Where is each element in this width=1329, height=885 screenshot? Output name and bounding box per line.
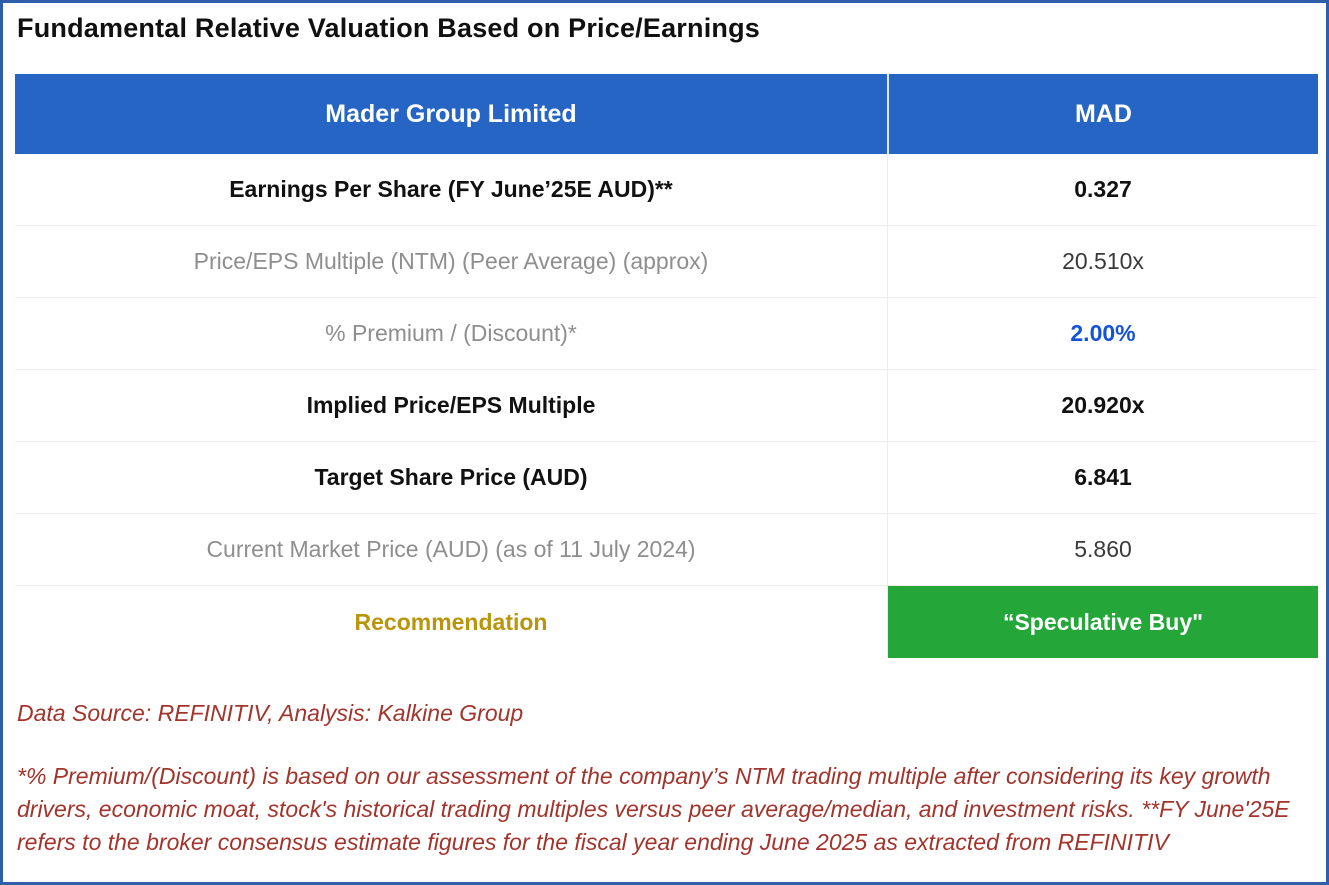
valuation-table: Mader Group Limited MAD Earnings Per Sha… — [15, 74, 1318, 658]
table-row-implied-multiple: Implied Price/EPS Multiple 20.920x — [15, 370, 1318, 442]
data-source-line: Data Source: REFINITIV, Analysis: Kalkin… — [17, 700, 524, 726]
row-label: Earnings Per Share (FY June’25E AUD)** — [229, 176, 673, 202]
row-label: Implied Price/EPS Multiple — [306, 392, 596, 418]
table-row-recommendation: Recommendation “Speculative Buy" — [15, 586, 1318, 658]
page-title: Fundamental Relative Valuation Based on … — [17, 13, 761, 43]
row-value: 2.00% — [887, 298, 1318, 369]
table-header-ticker: MAD — [887, 74, 1318, 154]
row-value: 20.920x — [887, 370, 1318, 441]
row-label: % Premium / (Discount)* — [325, 320, 577, 346]
row-label: Target Share Price (AUD) — [314, 464, 588, 490]
row-value: 20.510x — [887, 226, 1318, 297]
row-label: Recommendation — [354, 608, 548, 635]
table-row-current-price: Current Market Price (AUD) (as of 11 Jul… — [15, 514, 1318, 586]
recommendation-badge: “Speculative Buy" — [887, 586, 1318, 658]
table-header-row: Mader Group Limited MAD — [15, 74, 1318, 154]
row-value: 5.860 — [887, 514, 1318, 585]
table-row-premium-discount: % Premium / (Discount)* 2.00% — [15, 298, 1318, 370]
table-row-eps: Earnings Per Share (FY June’25E AUD)** 0… — [15, 154, 1318, 226]
table-row-peer-multiple: Price/EPS Multiple (NTM) (Peer Average) … — [15, 226, 1318, 298]
row-value: 0.327 — [887, 154, 1318, 225]
table-header-company: Mader Group Limited — [325, 99, 577, 128]
row-label: Current Market Price (AUD) (as of 11 Jul… — [206, 536, 696, 562]
row-label: Price/EPS Multiple (NTM) (Peer Average) … — [193, 248, 709, 274]
row-value: 6.841 — [887, 442, 1318, 513]
table-row-target-price: Target Share Price (AUD) 6.841 — [15, 442, 1318, 514]
footnote-paragraph: *% Premium/(Discount) is based on our as… — [17, 763, 1290, 855]
